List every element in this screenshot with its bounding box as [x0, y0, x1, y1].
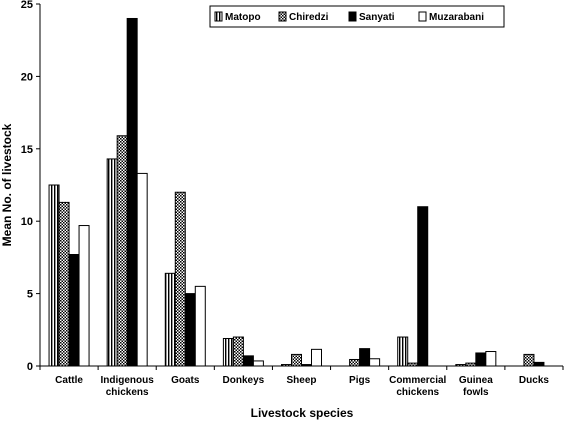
legend-swatch [348, 11, 357, 22]
y-ticks: 0 5 10 15 20 25 [21, 0, 40, 373]
bar-muzarabani [485, 351, 497, 367]
bar-chiredzi [523, 353, 535, 367]
bar-sanyati [359, 348, 371, 367]
bar-sanyati [475, 352, 487, 367]
bar-sanyati [68, 254, 80, 367]
x-tick-label: Guinea fowls [459, 375, 493, 398]
bar-chiredzi [465, 362, 477, 367]
bar-matopo [222, 337, 234, 367]
bar-chiredzi [407, 362, 419, 367]
bar-chiredzi [116, 135, 128, 367]
x-tick-label: Goats [171, 375, 200, 386]
x-tick-label: Ducks [519, 375, 549, 386]
legend-label: Sanyati [359, 12, 395, 23]
bar-sanyati [242, 355, 254, 367]
legend: Matopo Chiredzi Sanyati Muzarabani [209, 5, 505, 28]
bar-matopo [106, 158, 118, 367]
bar-muzarabani [78, 225, 90, 367]
x-tick-label: Donkeys [223, 375, 265, 386]
bar-muzarabani [252, 360, 264, 367]
bar-matopo [455, 364, 467, 367]
bar-chiredzi [291, 353, 302, 367]
legend-label: Matopo [225, 12, 261, 23]
x-ticks: Cattle Indigenous chickens Goats Donkeys Shee… [39, 366, 564, 398]
bar-muzarabani [369, 358, 381, 367]
bar-sanyati [184, 293, 196, 367]
x-tick-label: Commercial chickens [389, 375, 446, 398]
bars [48, 17, 545, 367]
bar-chiredzi [232, 336, 244, 367]
y-tick-label: 15 [21, 144, 33, 156]
x-tick-label: Sheep [286, 375, 316, 386]
x-tick-label: Pigs [349, 375, 371, 386]
y-tick-label: 20 [21, 71, 33, 83]
y-tick-label: 25 [21, 0, 33, 11]
legend-swatch [214, 11, 223, 22]
legend-label: Chiredzi [289, 12, 329, 23]
x-axis-title: Livestock species [251, 406, 354, 420]
bar-matopo [164, 272, 176, 367]
legend-swatch [418, 11, 427, 22]
y-axis-title: Mean No. of livestock [0, 123, 14, 246]
bar-sanyati [301, 364, 312, 367]
bar-sanyati [417, 206, 429, 367]
bar-sanyati [126, 17, 138, 367]
bar-chiredzi [349, 358, 361, 367]
legend-label: Muzarabani [429, 12, 484, 23]
x-tick-label: Indigenous chickens [100, 375, 154, 398]
y-tick-label: 0 [27, 361, 33, 373]
bar-matopo [48, 184, 60, 367]
y-tick-label: 5 [27, 289, 33, 301]
bar-matopo [281, 364, 292, 367]
bar-muzarabani [136, 172, 148, 367]
bar-muzarabani [194, 285, 206, 367]
legend-swatch [278, 11, 287, 22]
bar-muzarabani [311, 348, 322, 367]
y-tick-label: 10 [21, 216, 33, 228]
bar-matopo [397, 336, 409, 367]
x-tick-label: Cattle [55, 375, 83, 386]
bar-chiredzi [174, 191, 186, 367]
bar-sanyati [533, 361, 545, 367]
bar-chiredzi [58, 201, 70, 367]
legend-box [209, 5, 505, 28]
